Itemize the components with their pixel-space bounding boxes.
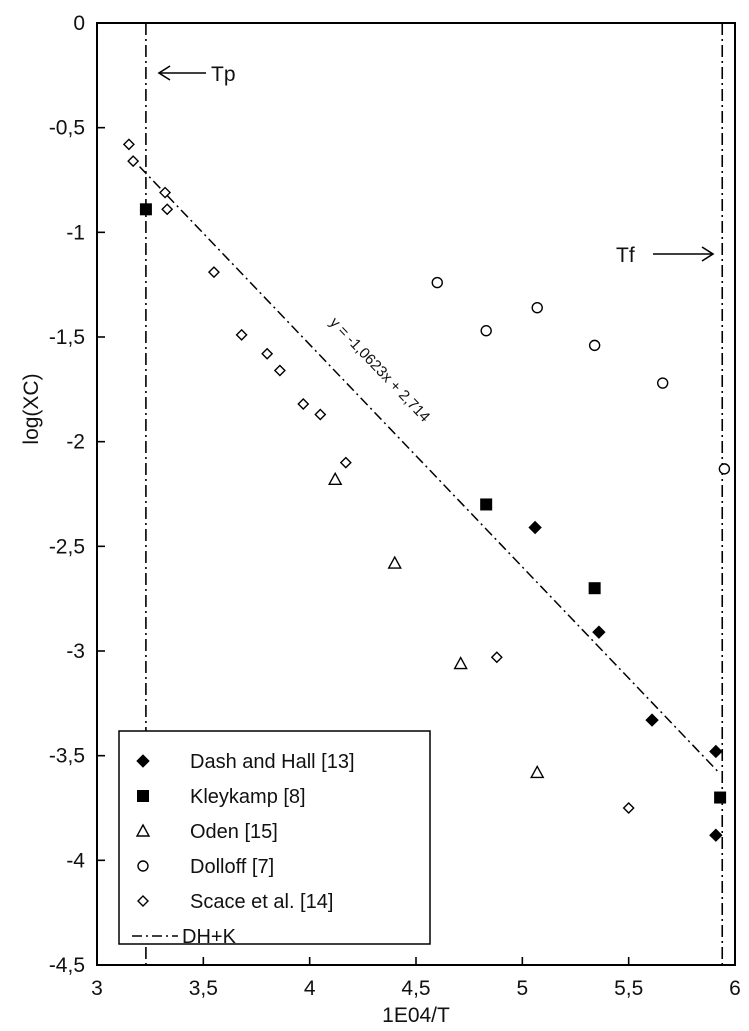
legend: Dash and Hall [13] Kleykamp [8] Oden [15] D… [118, 730, 431, 948]
y-tick-label: -4 [66, 849, 85, 872]
y-axis-title: log(XC) [20, 373, 43, 444]
point-diamond-open [127, 155, 140, 168]
point-diamond-open [490, 651, 503, 664]
x-tick-label: 6 [729, 977, 741, 1000]
point-diamond-open [122, 138, 135, 151]
point-diamond-open [273, 364, 286, 377]
legend-label: Dolloff [7] [190, 856, 274, 878]
legend-items: Dash and Hall [13] Kleykamp [8] Oden [15] D… [132, 751, 355, 948]
y-tick-label: -1,5 [49, 326, 85, 349]
legend-swatch-circle-open [137, 860, 149, 872]
point-square-filled [714, 791, 727, 804]
point-diamond-filled [645, 713, 659, 727]
point-square-filled [480, 498, 493, 511]
x-tick-label: 5 [516, 977, 528, 1000]
point-diamond-open [235, 328, 248, 341]
point-diamond-open [314, 408, 327, 421]
reference-lines [145, 23, 724, 965]
tf-annotation: Tf [616, 244, 715, 267]
point-circle-open [480, 325, 492, 337]
x-tick-label: 3,5 [189, 977, 218, 1000]
legend-label: Oden [15] [190, 821, 278, 843]
point-diamond-filled [709, 828, 723, 842]
tp-arrowhead [157, 65, 171, 81]
point-diamond-filled [528, 520, 542, 535]
data-points [122, 138, 731, 842]
point-circle-open [718, 463, 731, 475]
point-triangle-open [530, 764, 545, 779]
point-triangle-open [453, 656, 468, 670]
legend-label: DH+K [182, 926, 237, 948]
legend-swatch-diamond-filled [136, 754, 150, 768]
tf-arrowhead [701, 246, 715, 262]
legend-box [118, 730, 431, 945]
y-tick-label: 0 [73, 12, 85, 35]
point-square-filled [139, 203, 152, 216]
x-axis-title: 1E04/T [382, 1004, 450, 1027]
legend-label: Scace et al. [14] [190, 891, 333, 913]
x-tick-label: 3 [91, 977, 103, 1000]
point-diamond-open [207, 266, 220, 279]
point-diamond-open [159, 186, 172, 199]
y-tick-label: -3 [66, 640, 85, 663]
legend-swatch-triangle-open [135, 823, 151, 837]
tp-label: Tp [211, 63, 236, 86]
point-diamond-open [261, 347, 274, 360]
legend-label: Dash and Hall [13] [190, 751, 355, 773]
y-tick-label: -0,5 [49, 117, 85, 140]
legend-swatch-square-filled [137, 790, 149, 802]
y-tick-label: -3,5 [49, 745, 85, 768]
tf-label: Tf [616, 244, 635, 267]
y-tick-label: -4,5 [49, 954, 85, 977]
point-diamond-open [297, 397, 310, 410]
point-triangle-open [387, 555, 402, 569]
point-square-filled [588, 582, 601, 595]
point-circle-open [588, 339, 601, 352]
point-circle-open [431, 276, 443, 289]
point-diamond-open [622, 802, 635, 814]
point-diamond-filled [709, 744, 723, 759]
y-axis: 0 -0,5 -1 -1,5 -2 -2,5 -3 -3,5 -4 -4,5 [49, 12, 105, 977]
point-diamond-open [339, 456, 352, 469]
x-tick-label: 4 [304, 977, 316, 1000]
point-circle-open [531, 301, 543, 314]
y-tick-label: -1 [66, 221, 85, 244]
y-tick-label: -2 [66, 431, 85, 454]
x-tick-label: 4,5 [401, 977, 430, 1000]
tp-annotation: Tp [157, 63, 236, 86]
legend-swatch-diamond-open [137, 895, 149, 907]
point-triangle-open [328, 471, 343, 486]
point-diamond-filled [592, 625, 606, 639]
legend-label: Kleykamp [8] [190, 786, 306, 808]
x-tick-label: 5,5 [614, 977, 643, 1000]
fit-equation: y = -1,0623x + 2,714 [326, 314, 433, 426]
y-tick-label: -2,5 [49, 535, 85, 558]
x-axis: 3 3,5 4 4,5 5 5,5 6 [91, 957, 741, 1000]
point-circle-open [656, 377, 669, 389]
point-diamond-open [161, 203, 174, 216]
